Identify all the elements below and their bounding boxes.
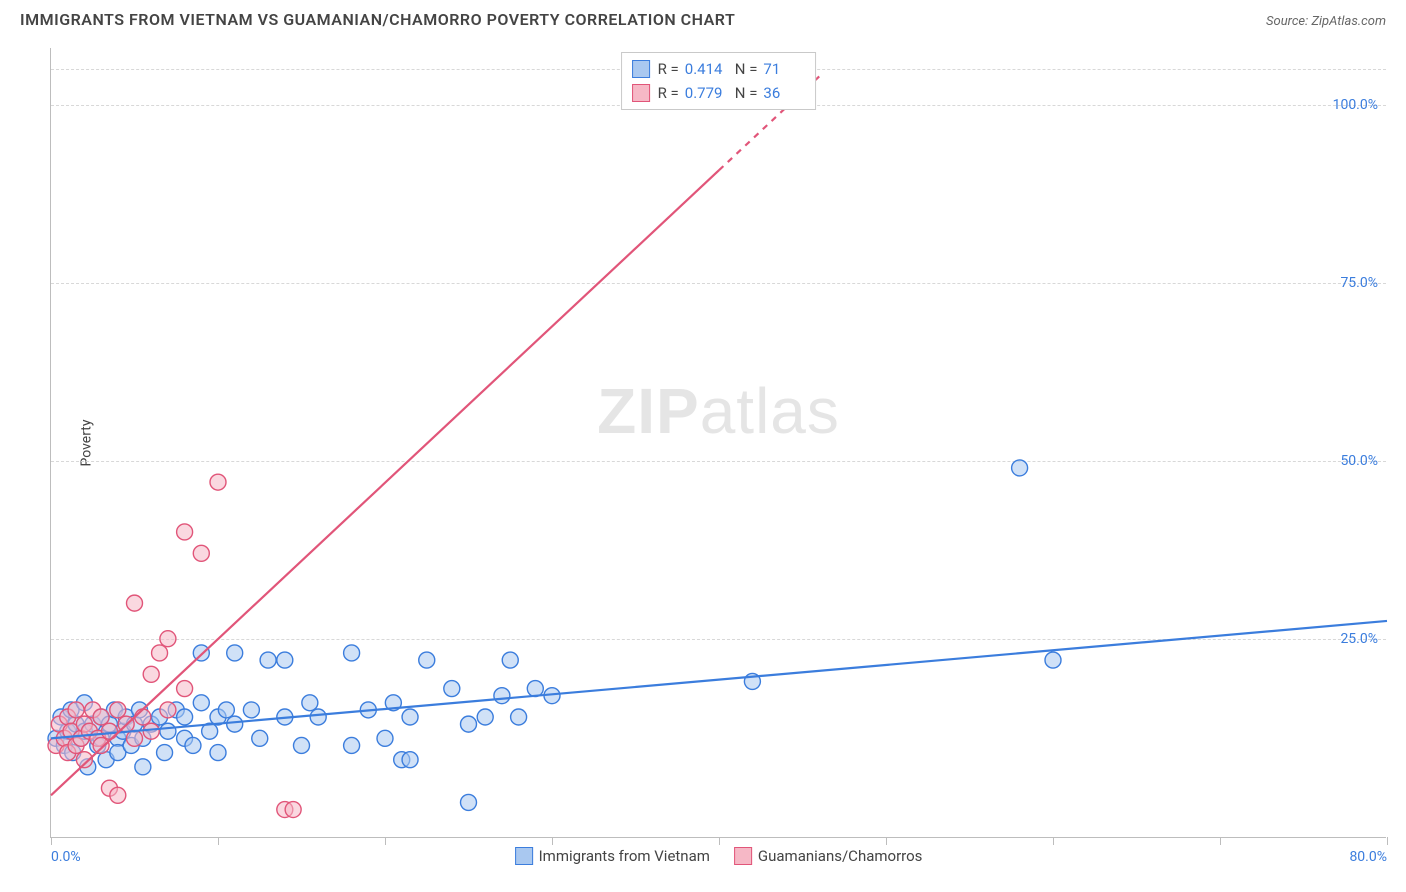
- legend-series-label: Guamanians/Chamorros: [758, 847, 922, 865]
- data-point: [494, 688, 510, 704]
- data-point: [260, 652, 276, 668]
- data-point: [177, 681, 193, 697]
- data-point: [157, 745, 173, 761]
- x-tick: [552, 837, 553, 845]
- legend-swatch: [632, 84, 650, 102]
- data-point: [377, 730, 393, 746]
- source-label: Source: ZipAtlas.com: [1266, 14, 1386, 29]
- data-point: [243, 702, 259, 718]
- data-point: [227, 716, 243, 732]
- legend-series-label: Immigrants from Vietnam: [539, 847, 710, 865]
- data-point: [143, 723, 159, 739]
- data-point: [160, 702, 176, 718]
- data-point: [160, 723, 176, 739]
- data-point: [1012, 460, 1028, 476]
- data-point: [110, 787, 126, 803]
- data-point: [143, 666, 159, 682]
- x-tick: [719, 837, 720, 845]
- data-point: [110, 702, 126, 718]
- data-point: [477, 709, 493, 725]
- data-point: [193, 545, 209, 561]
- data-point: [461, 716, 477, 732]
- data-point: [277, 652, 293, 668]
- x-tick: [385, 837, 386, 845]
- data-point: [252, 730, 268, 746]
- trend-line: [51, 621, 1387, 738]
- x-tick-label: 0.0%: [51, 849, 81, 865]
- data-point: [285, 802, 301, 818]
- x-tick: [218, 837, 219, 845]
- data-point: [444, 681, 460, 697]
- data-point: [210, 474, 226, 490]
- data-point: [135, 709, 151, 725]
- data-point: [402, 709, 418, 725]
- legend-swatch: [515, 847, 533, 865]
- data-point: [502, 652, 518, 668]
- legend-swatch: [632, 60, 650, 78]
- data-point: [93, 709, 109, 725]
- data-point: [461, 794, 477, 810]
- data-point: [68, 702, 84, 718]
- legend-series-item: Guamanians/Chamorros: [734, 847, 922, 865]
- data-point: [135, 759, 151, 775]
- data-point: [294, 737, 310, 753]
- x-tick-label: 80.0%: [1349, 849, 1387, 865]
- legend-series-item: Immigrants from Vietnam: [515, 847, 710, 865]
- x-tick: [1387, 837, 1388, 845]
- legend-series: Immigrants from Vietnam Guamanians/Chamor…: [515, 847, 923, 865]
- legend-stat-row: R =0.779N =36: [632, 81, 806, 105]
- data-point: [152, 645, 168, 661]
- x-tick: [1220, 837, 1221, 845]
- data-point: [127, 595, 143, 611]
- data-point: [218, 702, 234, 718]
- data-point: [193, 695, 209, 711]
- data-point: [511, 709, 527, 725]
- data-point: [177, 524, 193, 540]
- legend-stats: R =0.414N =71R =0.779N =36: [621, 52, 817, 110]
- data-point: [177, 709, 193, 725]
- data-point: [310, 709, 326, 725]
- data-point: [302, 695, 318, 711]
- data-point: [527, 681, 543, 697]
- x-tick: [886, 837, 887, 845]
- data-point: [93, 737, 109, 753]
- data-point: [344, 737, 360, 753]
- chart-area: Poverty ZIPatlas 25.0%50.0%75.0%100.0% R…: [50, 48, 1386, 838]
- legend-swatch: [734, 847, 752, 865]
- data-point: [127, 730, 143, 746]
- data-point: [1045, 652, 1061, 668]
- x-tick: [1053, 837, 1054, 845]
- data-point: [210, 745, 226, 761]
- chart-title: IMMIGRANTS FROM VIETNAM VS GUAMANIAN/CHA…: [20, 10, 735, 29]
- data-point: [344, 645, 360, 661]
- data-point: [402, 752, 418, 768]
- data-point: [419, 652, 435, 668]
- data-point: [185, 737, 201, 753]
- x-tick: [51, 837, 52, 845]
- legend-stat-row: R =0.414N =71: [632, 57, 806, 81]
- scatter-plot: [51, 48, 1386, 837]
- data-point: [227, 645, 243, 661]
- data-point: [160, 631, 176, 647]
